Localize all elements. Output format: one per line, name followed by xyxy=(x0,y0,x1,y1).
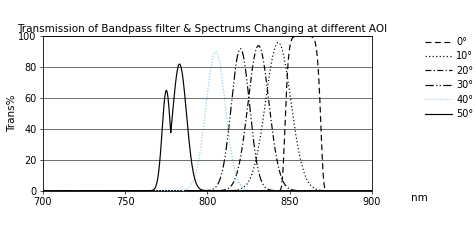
Text: Transmission of Bandpass filter & Spectrums Changing at different AOI: Transmission of Bandpass filter & Spectr… xyxy=(17,24,386,34)
Text: nm: nm xyxy=(410,193,427,203)
Legend: 0°, 10°, 20°, 30°, 40°, 50°: 0°, 10°, 20°, 30°, 40°, 50° xyxy=(420,33,476,123)
Y-axis label: Trans%: Trans% xyxy=(7,95,17,132)
